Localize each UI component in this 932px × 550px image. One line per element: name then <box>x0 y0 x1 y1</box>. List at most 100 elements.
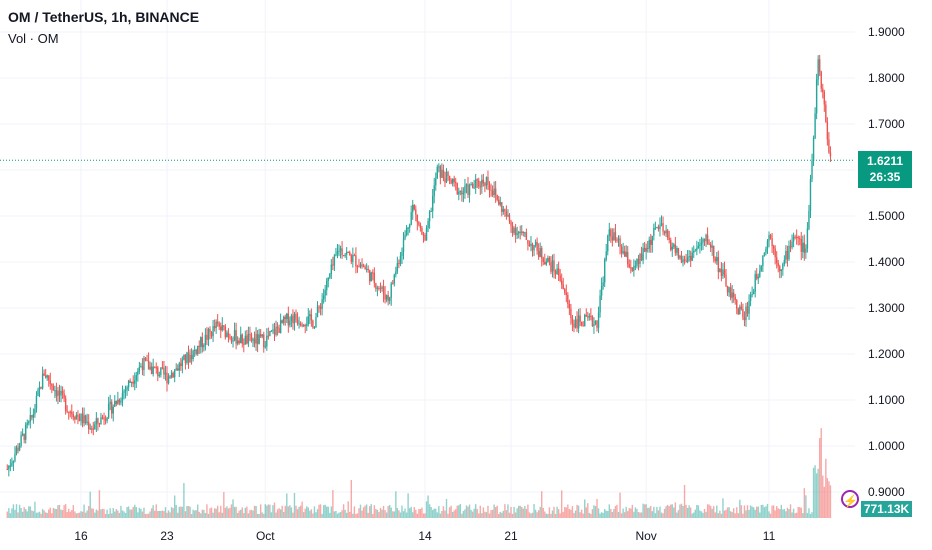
candle-body <box>748 301 750 314</box>
candle-body <box>120 400 122 403</box>
volume-bar <box>144 513 147 518</box>
time-tick-label: 11 <box>763 529 776 543</box>
volume-indicator-label[interactable]: Vol · OM <box>8 31 59 46</box>
volume-bar <box>220 505 222 518</box>
volume-bar <box>748 509 750 518</box>
volume-bar <box>157 511 159 518</box>
candle-body <box>792 236 795 242</box>
candle-body <box>189 354 191 363</box>
candle-body <box>599 295 601 313</box>
candle-body <box>193 349 196 351</box>
candle-body <box>118 399 121 403</box>
price-axis: 1.90001.80001.70001.60001.50001.40001.30… <box>868 25 905 499</box>
candle-body <box>768 235 770 241</box>
candle-body <box>169 376 171 378</box>
candle-body <box>238 340 240 344</box>
volume-bar <box>568 509 571 518</box>
candle-body <box>229 336 231 338</box>
volume-bar <box>35 512 38 518</box>
candle-body <box>766 240 769 249</box>
volume-bar <box>737 513 740 518</box>
volume-bar <box>634 507 637 518</box>
candle-body <box>144 357 147 361</box>
volume-bar <box>385 512 388 518</box>
candle-body <box>309 314 311 317</box>
volume-bar <box>278 508 280 518</box>
candle-body <box>326 280 328 291</box>
candle-body <box>290 315 293 321</box>
volume-bar <box>594 505 597 518</box>
volume-bar <box>134 504 136 518</box>
price-tick-label: 1.1000 <box>868 393 905 407</box>
volume-bar <box>91 508 93 518</box>
volume-bar <box>521 506 523 518</box>
candle-body <box>264 346 266 348</box>
candle-body <box>272 329 274 331</box>
volume-bar <box>407 493 409 518</box>
volume-bar <box>306 506 308 518</box>
candle-body <box>312 320 314 328</box>
candle-body <box>723 269 726 275</box>
flash-icon[interactable]: ⚡ <box>841 490 859 508</box>
volume-bar <box>474 504 477 518</box>
candle-body <box>779 266 781 272</box>
volume-bar <box>772 505 775 518</box>
candle-body <box>505 211 508 217</box>
candle-body <box>34 408 36 415</box>
volume-bar <box>20 507 22 518</box>
candle-body <box>381 286 383 289</box>
candle-body <box>292 315 294 324</box>
candle-body <box>424 235 426 241</box>
volume-bar <box>230 504 233 518</box>
candle-body <box>114 400 116 407</box>
volume-bar <box>619 492 621 518</box>
candle-body <box>425 227 428 241</box>
volume-bar <box>149 511 151 518</box>
candle-body <box>731 292 733 298</box>
candle-body <box>376 287 379 289</box>
candle-body <box>459 190 462 192</box>
candle-body <box>759 270 761 277</box>
candle-body <box>40 386 42 389</box>
volume-bar <box>745 510 747 518</box>
candle-body <box>12 460 15 464</box>
candle-body <box>651 235 653 245</box>
candle-body <box>795 236 798 238</box>
candle-body <box>121 392 124 401</box>
volume-bar <box>395 491 397 518</box>
volume-bar <box>494 507 497 518</box>
candle-body <box>828 139 830 153</box>
volume-bar <box>699 510 701 518</box>
volume-bar <box>233 506 236 518</box>
candle-body <box>576 319 578 329</box>
volume-bar <box>31 510 33 518</box>
volume-bar <box>115 509 118 518</box>
candle-body <box>660 223 663 226</box>
candle-body <box>399 256 402 264</box>
candle-body <box>201 337 204 348</box>
time-tick-label: 16 <box>74 529 88 543</box>
candle-body <box>737 308 740 315</box>
candle-body <box>522 231 524 234</box>
volume-bar <box>756 506 758 518</box>
candle-body <box>289 320 291 326</box>
candle-body <box>673 244 675 247</box>
candle-body <box>557 268 560 276</box>
candle-body <box>94 424 96 430</box>
volume-bar <box>752 507 755 518</box>
volume-bar <box>140 508 142 518</box>
candle-body <box>415 209 417 215</box>
candle-body <box>51 383 53 386</box>
candle-body <box>78 416 81 422</box>
price-tick-label: 0.9000 <box>868 485 905 499</box>
volume-bar <box>706 504 709 518</box>
volume-bar <box>313 506 316 518</box>
volume-bar <box>702 512 704 518</box>
candle-body <box>158 374 161 376</box>
grid-lines <box>0 0 855 520</box>
volume-bar <box>187 505 190 518</box>
volume-bar <box>352 513 354 518</box>
volume-bar <box>557 509 560 518</box>
candle-body <box>25 424 27 440</box>
